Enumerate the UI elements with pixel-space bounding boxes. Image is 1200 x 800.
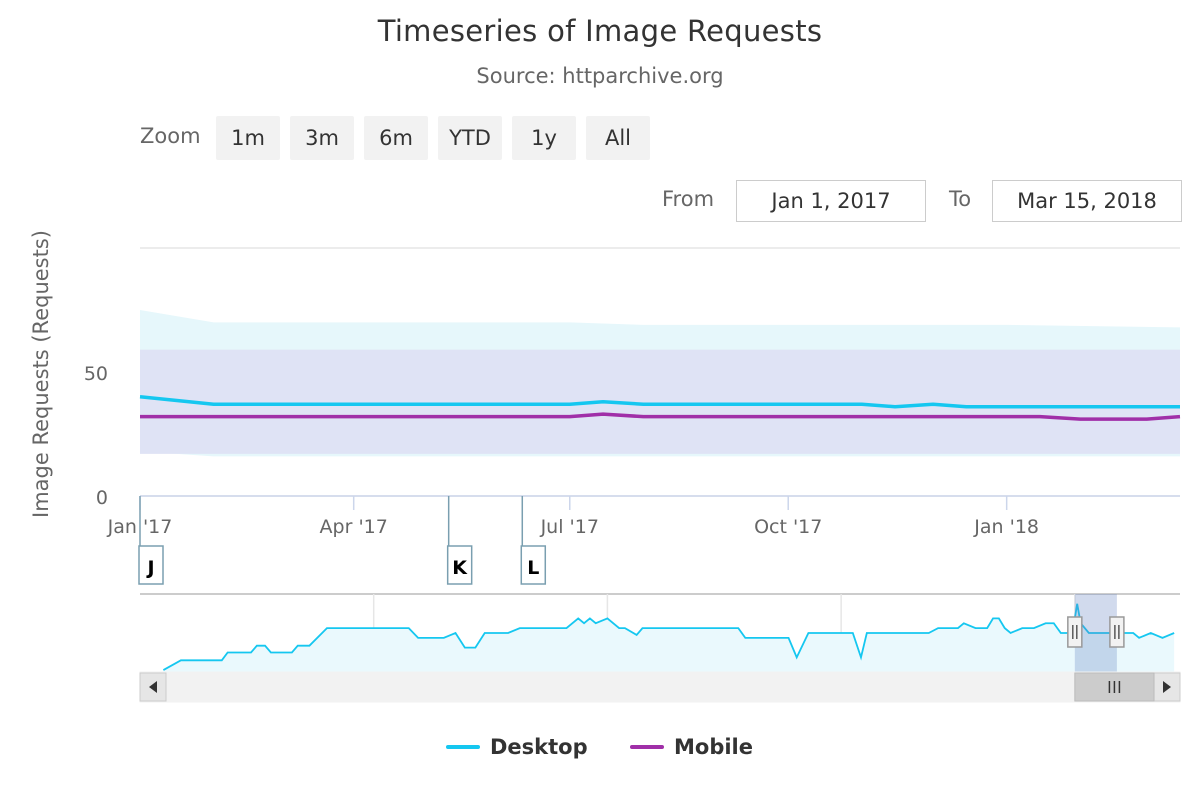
navigator-area <box>163 603 1175 672</box>
from-date-input[interactable] <box>736 180 926 222</box>
zoom-3m-button[interactable]: 3m <box>290 116 354 160</box>
legend-label-mobile: Mobile <box>674 735 753 759</box>
arrow-left-icon <box>149 681 157 693</box>
x-tick-label: Jan '18 <box>973 516 1039 538</box>
zoom-6m-button[interactable]: 6m <box>364 116 428 160</box>
to-date-input[interactable] <box>992 180 1182 222</box>
flag-label: L <box>527 557 539 579</box>
chart-title: Timeseries of Image Requests <box>377 14 823 48</box>
legend-swatch-desktop <box>446 745 480 749</box>
chart-subtitle: Source: httparchive.org <box>476 64 724 88</box>
band-inner-desktop <box>140 349 1180 454</box>
zoom-1y-button[interactable]: 1y <box>512 116 576 160</box>
flag-k[interactable] <box>446 545 473 585</box>
navigator-left-handle[interactable] <box>1067 616 1083 648</box>
legend-label-desktop: Desktop <box>490 735 588 759</box>
x-tick-label: Oct '17 <box>754 516 822 538</box>
x-tick-label: Jul '17 <box>540 516 599 538</box>
series-line-desktop <box>139 395 1180 409</box>
y-tick-label: 50 <box>84 363 108 385</box>
flag-label: K <box>452 557 468 579</box>
flag-label: J <box>145 557 154 579</box>
legend-swatch-mobile <box>630 745 664 749</box>
y-axis-title: Image Requests (Requests) <box>29 230 53 518</box>
scrollbar-track[interactable] <box>139 671 1181 703</box>
legend-item-desktop[interactable]: Desktop <box>446 732 588 762</box>
zoom-label: Zoom <box>140 124 201 148</box>
x-tick-label: Apr '17 <box>320 516 388 538</box>
y-tick-label: 0 <box>96 487 108 509</box>
series-line-mobile <box>140 412 1181 421</box>
legend-item-mobile[interactable]: Mobile <box>630 732 753 762</box>
zoom-all-button[interactable]: All <box>586 116 650 160</box>
zoom-1m-button[interactable]: 1m <box>216 116 280 160</box>
navigator-right-handle[interactable] <box>1109 616 1125 648</box>
flag-l[interactable] <box>520 545 547 585</box>
zoom-ytd-button[interactable]: YTD <box>438 116 502 160</box>
to-label: To <box>949 187 972 211</box>
arrow-right-icon <box>1163 681 1171 693</box>
navigator-series-line <box>162 603 1175 671</box>
from-label: From <box>662 187 715 211</box>
flag-j[interactable] <box>138 545 164 585</box>
